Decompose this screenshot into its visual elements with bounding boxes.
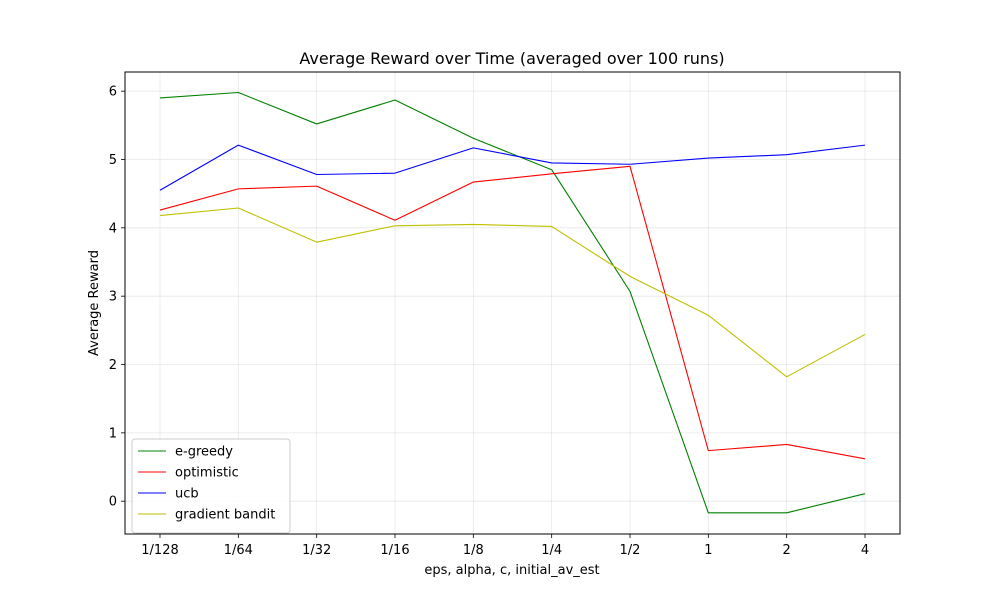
- x-tick-label: 1/64: [224, 543, 253, 558]
- y-tick-label: 5: [109, 153, 117, 168]
- x-tick-label: 1/32: [302, 543, 331, 558]
- x-axis-label: eps, alpha, c, initial_av_est: [424, 563, 599, 578]
- series-line-gradient-bandit: [159, 207, 866, 378]
- legend-label: e-greedy: [175, 445, 233, 460]
- legend-box: [131, 438, 291, 534]
- legend-label: optimistic: [175, 466, 239, 481]
- chart-title: Average Reward over Time (averaged over …: [299, 49, 724, 68]
- legend: e-greedy optimistic ucb gradient bandit: [131, 438, 291, 534]
- x-tick-label: 1/16: [380, 543, 409, 558]
- series-line-ucb: [159, 144, 866, 191]
- x-tick-label: 1/2: [620, 543, 641, 558]
- x-tick-label: 1: [704, 543, 712, 558]
- x-tick-label: 2: [783, 543, 791, 558]
- x-axis: 1/128 1/64 1/32 1/16 1/8 1/4 1/2 1 2 4: [141, 534, 869, 558]
- y-tick-label: 6: [109, 85, 117, 100]
- grid: [125, 72, 900, 534]
- series-lines: [159, 91, 866, 514]
- legend-label: gradient bandit: [175, 508, 275, 523]
- x-tick-label: 1/4: [541, 543, 562, 558]
- series-line-e-greedy: [159, 91, 866, 514]
- legend-label: ucb: [175, 487, 199, 502]
- x-tick-label: 4: [861, 543, 869, 558]
- plot-frame: [124, 71, 901, 535]
- x-tick-label: 1/128: [141, 543, 178, 558]
- series-line-optimistic: [159, 165, 866, 460]
- y-tick-label: 0: [109, 495, 117, 510]
- y-tick-label: 1: [109, 426, 117, 441]
- y-axis: 0 1 2 3 4 5 6: [109, 85, 125, 510]
- y-tick-label: 3: [109, 290, 117, 305]
- x-tick-label: 1/8: [463, 543, 484, 558]
- y-axis-label: Average Reward: [87, 250, 102, 356]
- y-tick-label: 4: [109, 221, 117, 236]
- y-tick-label: 2: [109, 358, 117, 373]
